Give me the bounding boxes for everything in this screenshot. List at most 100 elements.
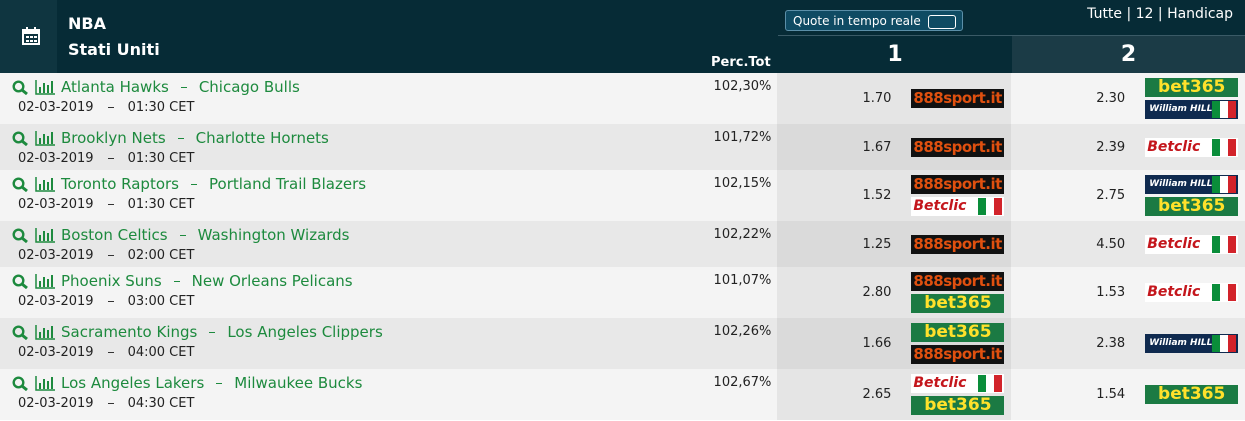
separator — [107, 352, 114, 353]
time: 04:30 CET — [127, 396, 195, 411]
bookmaker-logo[interactable]: Betclic — [1145, 283, 1239, 302]
calendar-cell[interactable] — [0, 0, 57, 73]
stats-icon[interactable] — [35, 324, 55, 340]
bookmakers: bet365 — [1145, 382, 1239, 407]
search-icon[interactable] — [12, 176, 29, 192]
odds-value[interactable]: 4.50 — [1096, 236, 1126, 252]
match-row: Phoenix Suns New Orleans Pelicans 02-03-20… — [0, 267, 1245, 318]
bookmaker-name: bet365 — [924, 396, 992, 415]
bookmaker-logo[interactable]: 888sport.it — [911, 175, 1005, 194]
home-team[interactable]: Sacramento Kings — [61, 323, 198, 341]
match-row: Los Angeles Lakers Milwaukee Bucks 02-03-2… — [0, 369, 1245, 420]
bookmaker-logo[interactable]: bet365 — [911, 323, 1005, 342]
datetime: 02-03-2019 02:00 CET — [18, 248, 704, 263]
bookmaker-logo[interactable]: bet365 — [1145, 197, 1239, 216]
bookmaker-logo[interactable]: 888sport.it — [911, 137, 1005, 157]
bookmaker-logo[interactable]: William HILL — [1145, 334, 1239, 353]
stats-icon[interactable] — [35, 130, 55, 146]
odds-value[interactable]: 2.65 — [862, 387, 892, 402]
odds-value[interactable]: 1.67 — [862, 139, 892, 155]
separator — [107, 301, 114, 302]
away-team[interactable]: Chicago Bulls — [198, 78, 300, 96]
odds-value[interactable]: 1.70 — [862, 91, 892, 106]
bookmaker-logo[interactable]: 888sport.it — [911, 89, 1005, 108]
stats-icon[interactable] — [35, 375, 55, 391]
search-icon[interactable] — [12, 227, 29, 243]
match-row: Brooklyn Nets Charlotte Hornets 02-03-2019… — [0, 124, 1245, 170]
search-icon[interactable] — [12, 130, 29, 146]
odds-value[interactable]: 2.30 — [1096, 91, 1126, 106]
search-icon[interactable] — [12, 273, 29, 289]
bookmaker-logo[interactable]: William HILL — [1145, 100, 1239, 119]
home-team[interactable]: Atlanta Hawks — [61, 78, 169, 96]
home-team[interactable]: Brooklyn Nets — [61, 129, 166, 147]
odds-value[interactable]: 2.80 — [862, 285, 892, 300]
bookmaker-logo[interactable]: bet365 — [1145, 385, 1239, 404]
date: 02-03-2019 — [18, 248, 94, 263]
away-team[interactable]: Charlotte Hornets — [195, 129, 329, 147]
market-filter[interactable]: Tutte | 12 | Handicap — [1087, 6, 1233, 22]
bookmaker-logo[interactable]: Betclic — [1145, 234, 1239, 254]
away-team[interactable]: Milwaukee Bucks — [234, 374, 363, 392]
stats-icon[interactable] — [35, 79, 55, 95]
italy-flag — [1212, 235, 1237, 253]
col2-header-bg — [1012, 36, 1245, 73]
odds-cell: 1.52 888sport.it Betclic — [777, 170, 1012, 221]
toggle-switch[interactable] — [928, 15, 956, 29]
odds-value[interactable]: 1.25 — [862, 236, 892, 252]
bookmaker-logo[interactable]: William HILL — [1145, 175, 1239, 194]
home-team[interactable]: Phoenix Suns — [61, 272, 162, 290]
home-team[interactable]: Boston Celtics — [61, 226, 168, 244]
separator — [216, 382, 223, 384]
perc-tot: 102,22% — [713, 227, 772, 242]
time: 01:30 CET — [127, 100, 195, 115]
odds-cell: 1.70 888sport.it — [777, 73, 1012, 124]
away-team[interactable]: Washington Wizards — [197, 226, 350, 244]
bookmaker-name: William HILL — [1149, 338, 1213, 348]
bookmaker-logo[interactable]: 888sport.it — [911, 345, 1005, 364]
bookmakers: Betclic bet365 — [911, 371, 1005, 418]
italy-flag — [1212, 284, 1237, 301]
odds-value[interactable]: 1.66 — [862, 336, 892, 351]
date: 02-03-2019 — [18, 151, 94, 166]
bookmaker-name: 888sport.it — [913, 272, 1002, 290]
odds-value[interactable]: 1.52 — [862, 188, 892, 203]
time: 01:30 CET — [127, 151, 195, 166]
bookmaker-logo[interactable]: 888sport.it — [911, 272, 1005, 291]
live-toggle[interactable]: Quote in tempo reale — [785, 10, 963, 31]
bookmaker-logo[interactable]: bet365 — [911, 396, 1005, 415]
odds-value[interactable]: 1.53 — [1096, 285, 1126, 300]
time: 03:00 CET — [127, 294, 195, 309]
search-icon[interactable] — [12, 79, 29, 95]
datetime: 02-03-2019 01:30 CET — [18, 100, 704, 115]
away-team[interactable]: Portland Trail Blazers — [209, 175, 367, 193]
home-team[interactable]: Toronto Raptors — [61, 175, 179, 193]
separator — [107, 255, 114, 256]
match-cell: Brooklyn Nets Charlotte Hornets 02-03-2019… — [0, 124, 704, 170]
odds-value[interactable]: 1.54 — [1096, 387, 1126, 402]
odds-value[interactable]: 2.75 — [1096, 188, 1126, 203]
col1-header: 1 — [887, 42, 903, 67]
bookmaker-logo[interactable]: 888sport.it — [911, 234, 1005, 254]
search-icon[interactable] — [12, 324, 29, 340]
stats-icon[interactable] — [35, 273, 55, 289]
calendar-icon[interactable] — [22, 27, 40, 45]
teams: Atlanta Hawks Chicago Bulls — [12, 78, 704, 96]
match-cell: Phoenix Suns New Orleans Pelicans 02-03-20… — [0, 267, 704, 318]
home-team[interactable]: Los Angeles Lakers — [61, 374, 205, 392]
odds-cell: 2.80 888sport.it bet365 — [777, 267, 1012, 318]
stats-icon[interactable] — [35, 227, 55, 243]
bookmaker-logo[interactable]: bet365 — [911, 294, 1005, 313]
stats-icon[interactable] — [35, 176, 55, 192]
bookmaker-logo[interactable]: Betclic — [911, 197, 1005, 216]
odds-value[interactable]: 2.39 — [1096, 139, 1126, 155]
away-team[interactable]: Los Angeles Clippers — [227, 323, 383, 341]
italy-flag — [978, 375, 1003, 392]
away-team[interactable]: New Orleans Pelicans — [191, 272, 353, 290]
bookmaker-logo[interactable]: bet365 — [1145, 78, 1239, 97]
bookmaker-logo[interactable]: Betclic — [1145, 137, 1239, 157]
odds-value[interactable]: 2.38 — [1096, 336, 1126, 351]
bookmaker-logo[interactable]: Betclic — [911, 374, 1005, 393]
bookmaker-name: 888sport.it — [913, 137, 1002, 156]
search-icon[interactable] — [12, 375, 29, 391]
